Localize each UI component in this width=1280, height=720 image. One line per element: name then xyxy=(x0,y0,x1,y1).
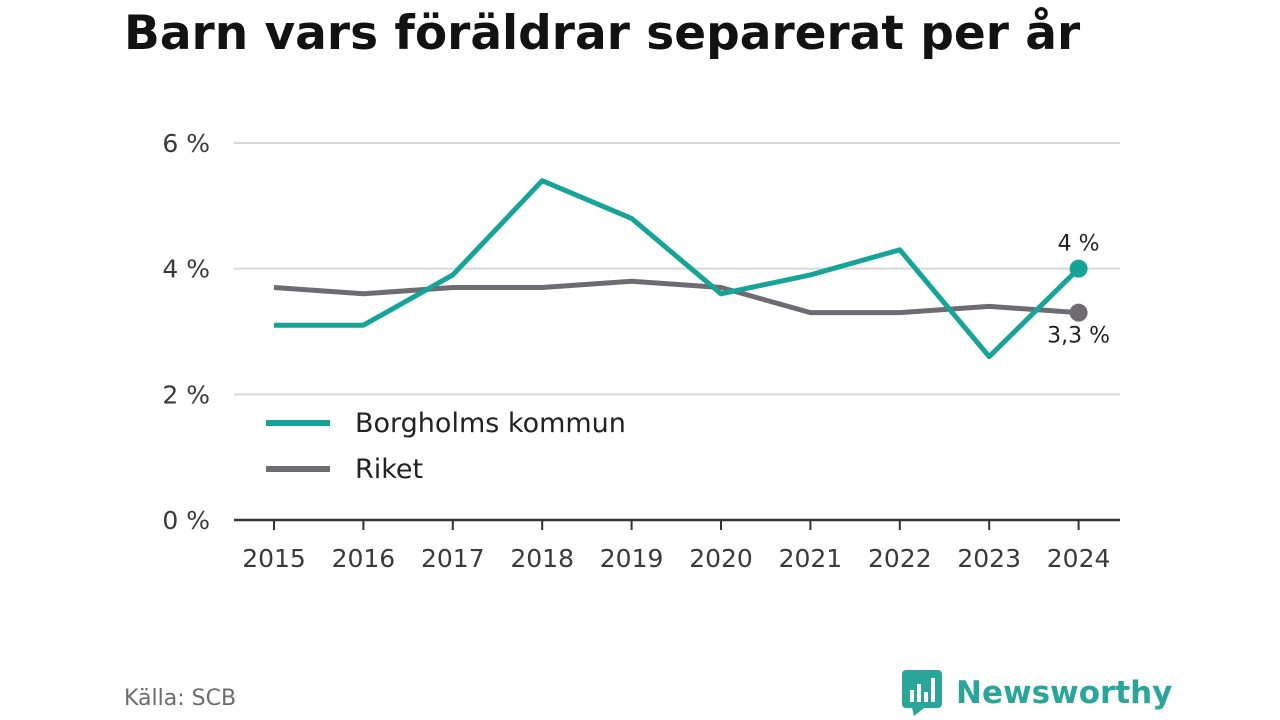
x-tick-label: 2020 xyxy=(689,544,753,573)
legend: Borgholms kommun Riket xyxy=(266,408,626,485)
legend-label: Riket xyxy=(355,454,423,485)
series-line-kommun xyxy=(274,178,1081,360)
brand-name: Newsworthy xyxy=(956,675,1173,711)
y-tick-labels: 0 % 2 % 4 % 6 % xyxy=(162,129,210,535)
x-tick-label: 2023 xyxy=(957,544,1021,573)
legend-item-kommun: Borgholms kommun xyxy=(266,408,626,439)
series-lines xyxy=(273,178,1088,360)
x-tick-label: 2024 xyxy=(1047,544,1111,573)
y-tick-label: 0 % xyxy=(162,506,210,535)
end-marker-kommun xyxy=(1069,259,1088,278)
legend-label: Borgholms kommun xyxy=(355,408,626,439)
legend-item-riket: Riket xyxy=(266,454,423,485)
x-tick-label: 2019 xyxy=(600,544,664,573)
source-note: Källa: SCB xyxy=(124,686,237,711)
end-label-kommun: 4 % xyxy=(1058,232,1100,257)
end-value-labels: 4 % 3,3 % xyxy=(1047,232,1110,349)
end-label-riket: 3,3 % xyxy=(1047,324,1110,349)
grid-lines xyxy=(234,142,1120,396)
series-line-riket xyxy=(273,278,1079,316)
x-tick-label: 2015 xyxy=(242,544,306,573)
end-marker-riket xyxy=(1069,303,1088,322)
x-tick-label: 2018 xyxy=(510,544,574,573)
brand-logo: Newsworthy xyxy=(902,670,1172,716)
newsworthy-logo-icon xyxy=(902,670,942,716)
y-tick-label: 2 % xyxy=(162,380,210,409)
chart-title: Barn vars föräldrar separerat per år xyxy=(124,6,1081,61)
x-axis: 2015 2016 2017 2018 2019 2020 2021 2022 2023 2024 xyxy=(234,518,1120,573)
y-tick-label: 4 % xyxy=(162,255,210,284)
x-tick-label: 2017 xyxy=(421,544,485,573)
y-tick-label: 6 % xyxy=(162,129,210,158)
x-tick-label: 2016 xyxy=(332,544,396,573)
x-tick-label: 2022 xyxy=(868,544,932,573)
x-tick-label: 2021 xyxy=(779,544,843,573)
